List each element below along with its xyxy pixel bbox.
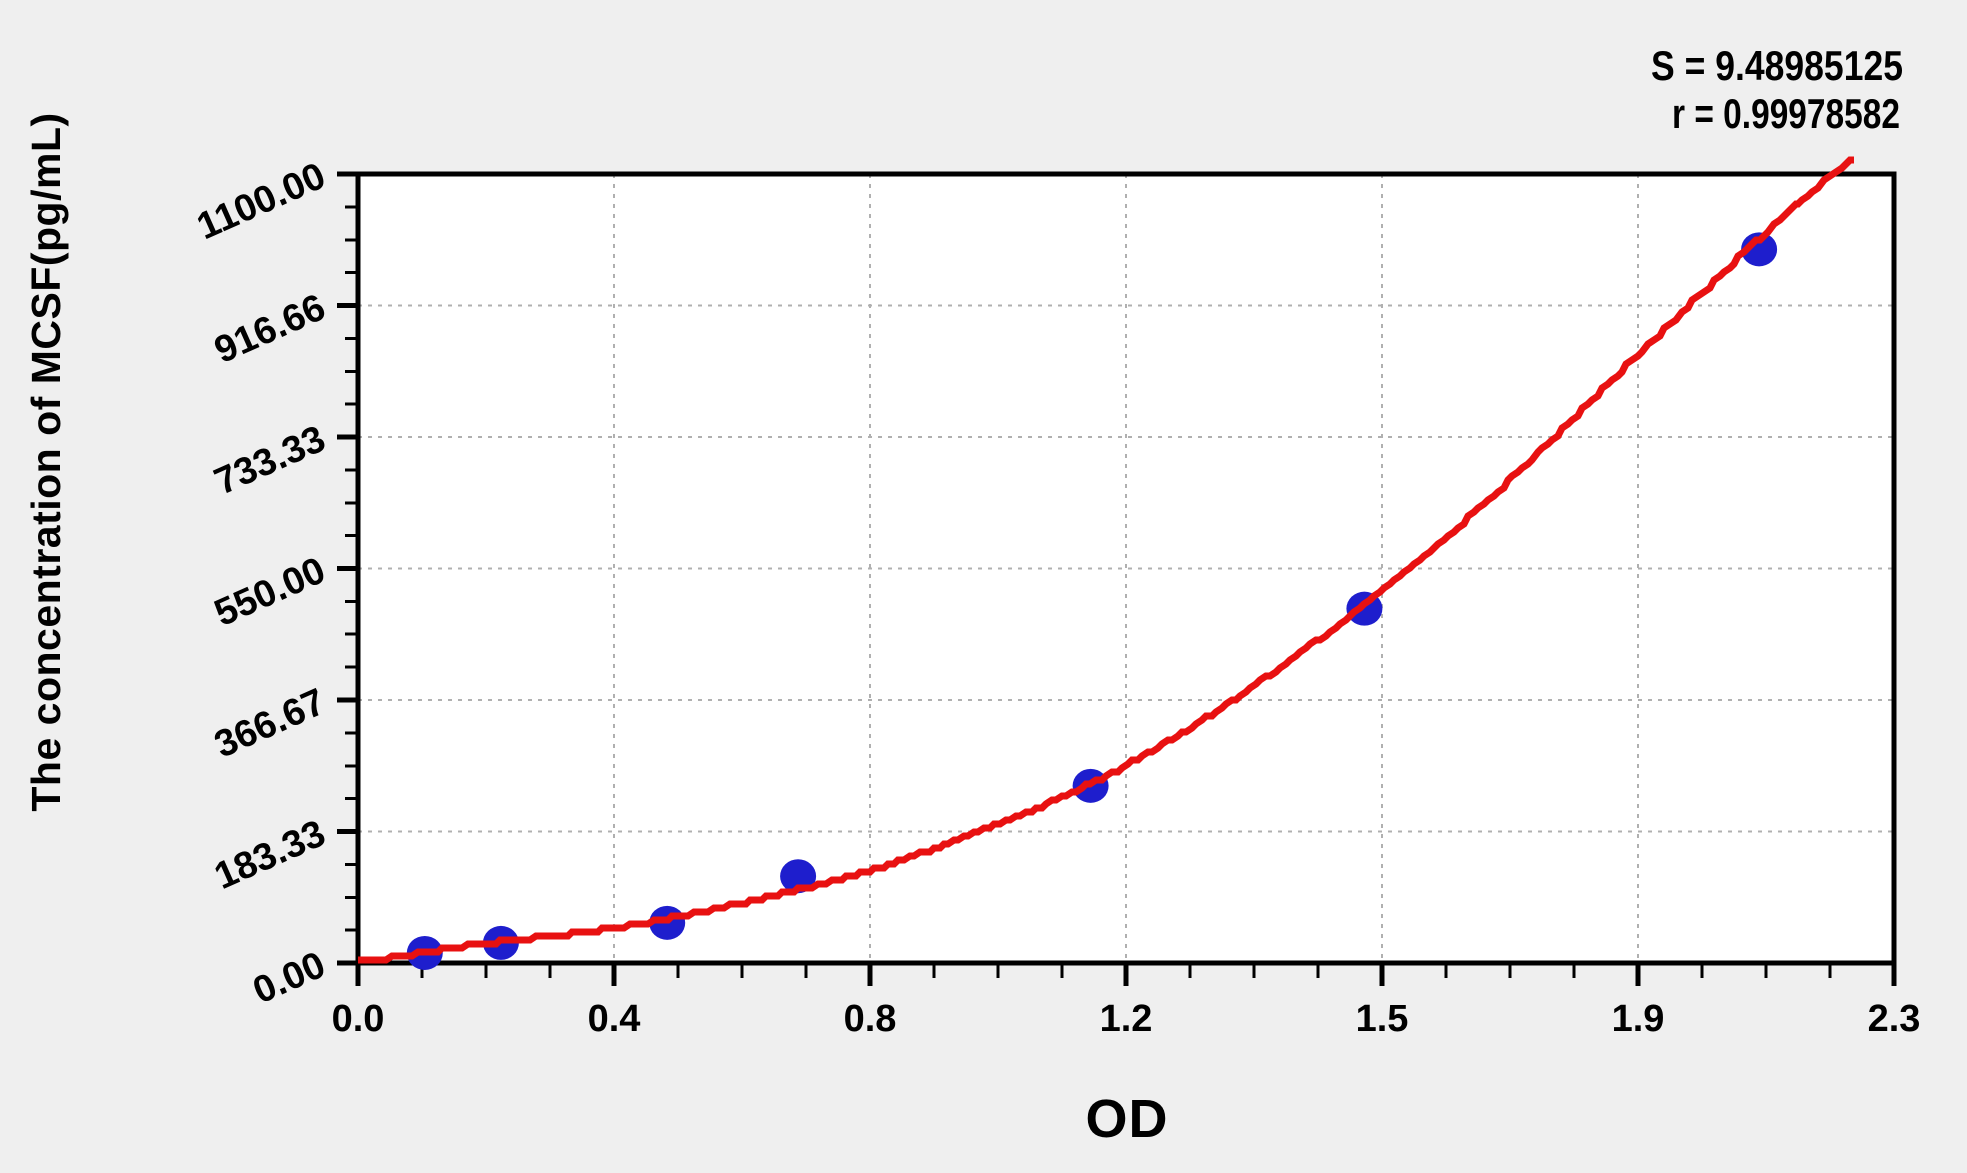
- x-tick-label: 1.9: [1612, 998, 1665, 1040]
- y-tick-labels: 0.00 183.33 366.67 550.00 733.33 916.66 1100.0…: [191, 155, 332, 1012]
- y-tick-label: 916.66: [208, 286, 331, 372]
- x-tick-label: 0.4: [588, 998, 641, 1040]
- x-tick-label: 1.5: [1356, 998, 1409, 1040]
- y-axis-title: The concentration of MCSF(pg/mL): [23, 112, 69, 811]
- y-tick-label: 550.00: [208, 549, 331, 635]
- y-tick-label: 1100.00: [191, 155, 332, 248]
- stat-s-value: S = 9.48985125: [1651, 42, 1903, 89]
- x-tick-labels: 0.0 0.4 0.8 1.2 1.5 1.9 2.3: [332, 998, 1921, 1040]
- fit-curve-line: [358, 156, 1854, 964]
- y-tick-label: 366.67: [208, 681, 331, 767]
- gridlines: [358, 174, 1894, 963]
- stat-r-value: r = 0.99978582: [1672, 90, 1900, 137]
- y-tick-label: 733.33: [208, 418, 331, 504]
- plot-border: [355, 171, 1897, 966]
- y-tick-label: 0.00: [247, 944, 332, 1012]
- y-tick-label: 183.33: [208, 812, 331, 898]
- x-tick-label: 0.8: [844, 998, 897, 1040]
- x-tick-label: 1.2: [1100, 998, 1153, 1040]
- x-axis-title: OD: [1086, 1089, 1169, 1149]
- x-tick-label: 2.3: [1868, 998, 1921, 1040]
- x-tick-label: 0.0: [332, 998, 385, 1040]
